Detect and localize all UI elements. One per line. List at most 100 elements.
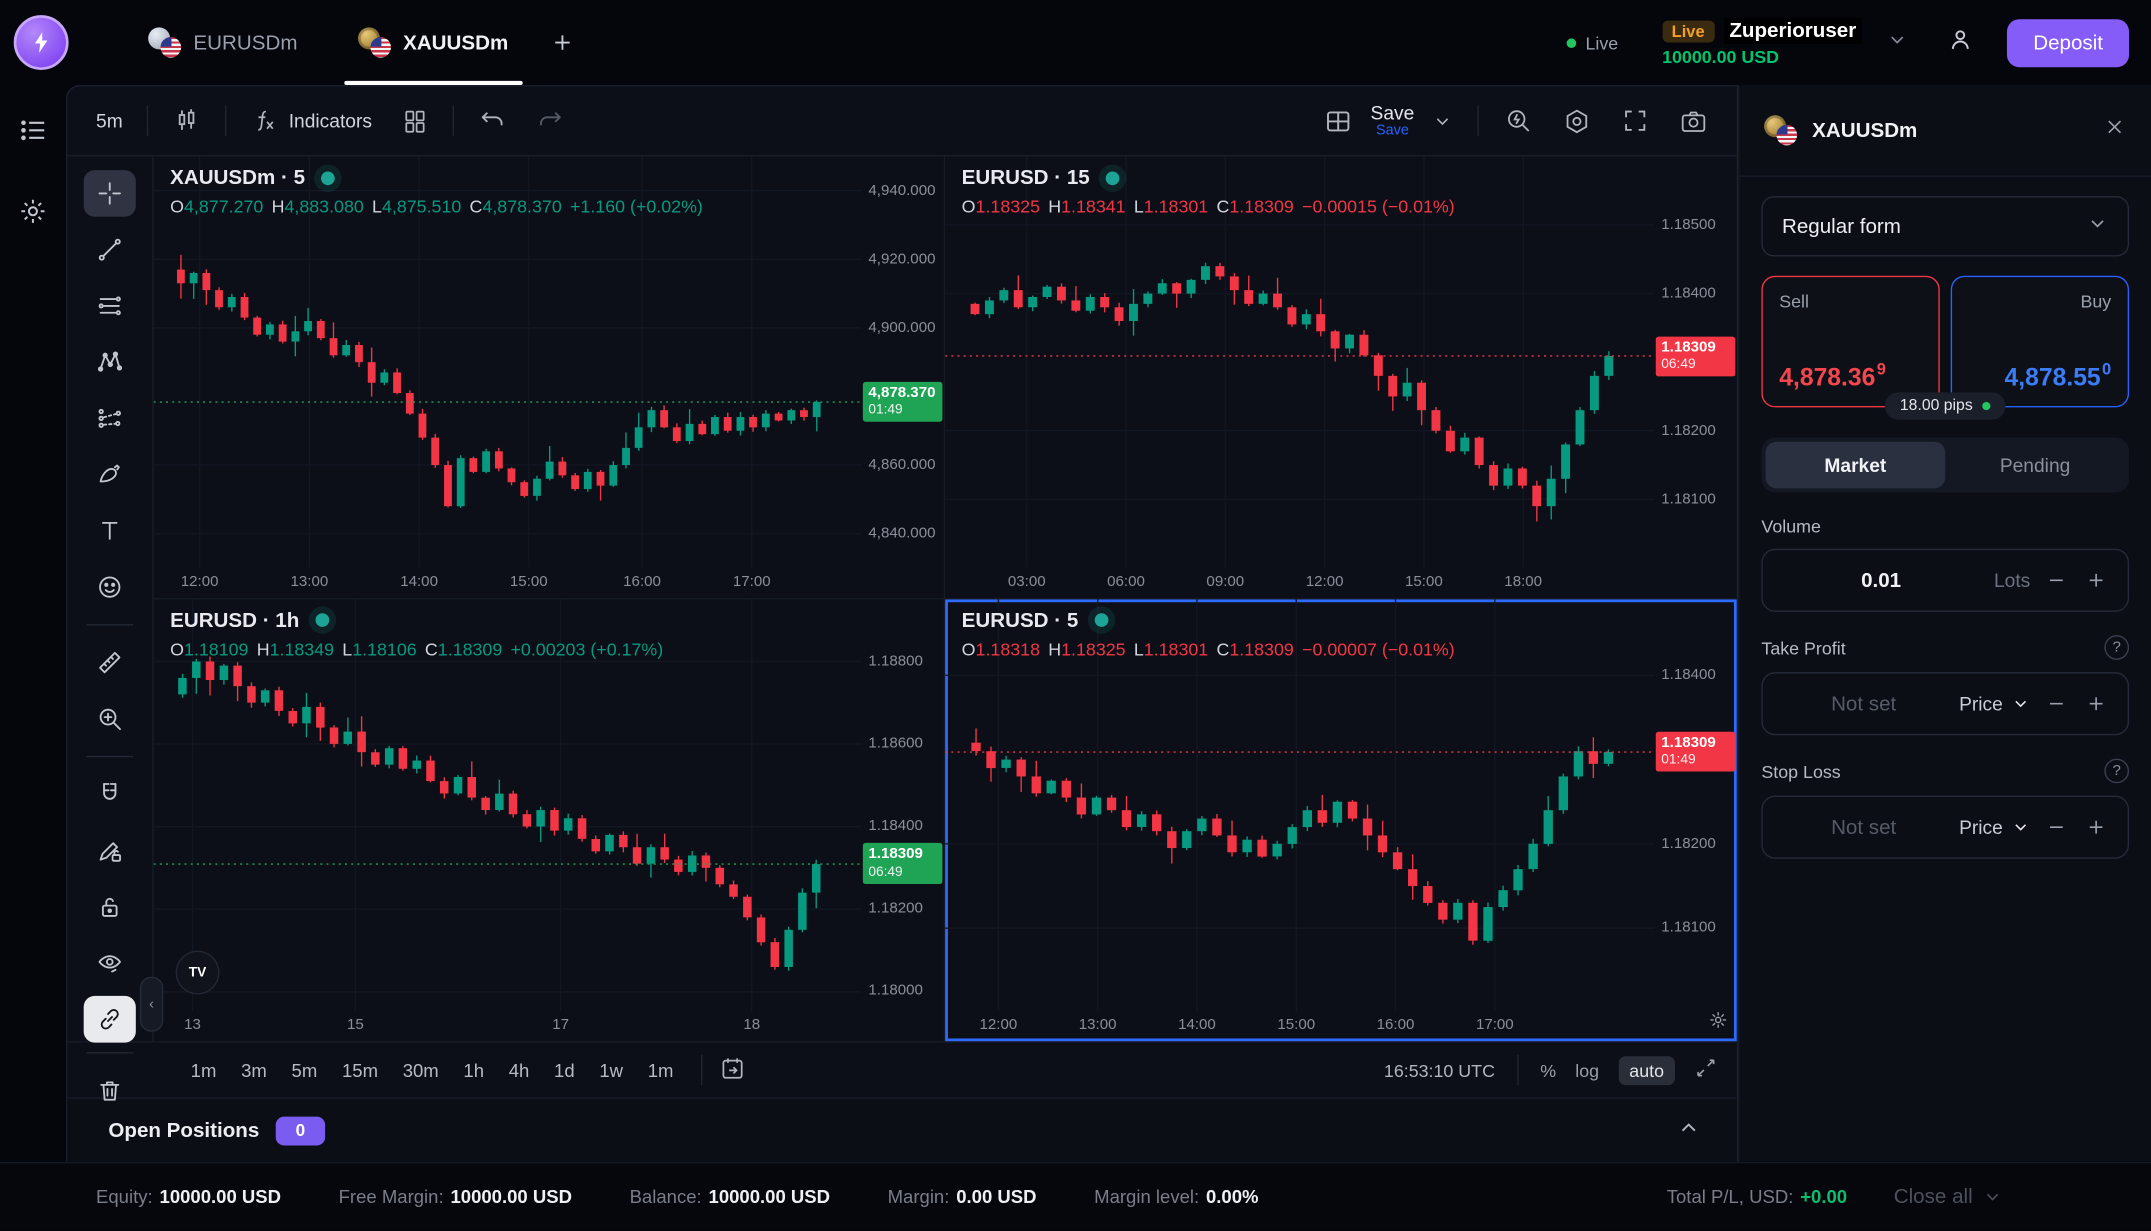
timeframe-1w-8[interactable]: 1w: [599, 1059, 624, 1081]
chart-panel-eurusd-15[interactable]: EURUSD · 15 O1.18325 H1.18341 L1.18301 C…: [945, 156, 1737, 599]
tool-emoji[interactable]: [84, 564, 136, 611]
collapse-toolbar-handle[interactable]: ‹: [139, 976, 164, 1032]
auto-scale-toggle[interactable]: auto: [1618, 1055, 1675, 1085]
timeframe-button[interactable]: 5m: [96, 109, 123, 132]
tool-eye-hide[interactable]: [84, 940, 136, 987]
tool-trend-line[interactable]: [84, 226, 136, 273]
chart-panel-eurusd-5[interactable]: EURUSD · 5 O1.18318 H1.18325 L1.18301 C1…: [945, 598, 1737, 1042]
fullscreen-button[interactable]: [1609, 99, 1661, 143]
account-chevron-icon[interactable]: [1886, 28, 1908, 57]
chart-canvas-xauusdm-5[interactable]: XAUUSDm · 5 O4,877.270 H4,883.080 L4,875…: [153, 156, 862, 568]
account-menu[interactable]: Live Zuperioruser 10000.00 USD: [1662, 17, 1862, 67]
take-profit-mode-select[interactable]: Price: [1959, 693, 2030, 715]
chart-style-button[interactable]: [161, 99, 213, 143]
volume-input[interactable]: [1780, 567, 1982, 594]
save-layout-button[interactable]: Save Save: [1371, 103, 1415, 138]
tab-pending[interactable]: Pending: [1999, 454, 2071, 477]
tool-ruler[interactable]: [84, 639, 136, 686]
tool-link[interactable]: [83, 995, 136, 1043]
watchlist-icon[interactable]: [18, 115, 48, 152]
tool-text[interactable]: [84, 508, 136, 555]
stop-loss-help-icon[interactable]: ?: [2104, 758, 2130, 784]
close-all-button[interactable]: Close all: [1894, 1185, 2003, 1209]
chart-panel-eurusd-1h[interactable]: EURUSD · 1h O1.18109 H1.18349 L1.18106 C…: [153, 598, 946, 1042]
take-profit-help-icon[interactable]: ?: [2104, 635, 2130, 660]
time-axis[interactable]: 03:00 06:00 09:00 12:00 15:00 18:00: [945, 567, 1654, 597]
tool-forecast[interactable]: [84, 395, 136, 442]
tool-magnet[interactable]: [84, 771, 136, 818]
lightning-bolt-icon: [34, 32, 48, 53]
log-scale-toggle[interactable]: log: [1575, 1059, 1600, 1081]
chart-settings-button[interactable]: [1550, 98, 1604, 143]
save-menu-chevron[interactable]: [1420, 102, 1465, 139]
price-axis[interactable]: 4,940.000 4,920.000 4,900.000 4,860.000 4,84…: [861, 156, 943, 567]
settings-gear-icon[interactable]: [18, 196, 48, 233]
tool-trash[interactable]: [84, 1067, 136, 1114]
tool-draw-lock[interactable]: [84, 827, 136, 874]
percent-scale-toggle[interactable]: %: [1540, 1059, 1557, 1081]
timeframe-3m-1[interactable]: 3m: [241, 1059, 267, 1081]
pane-settings-gear-icon[interactable]: [1708, 1010, 1729, 1037]
time-axis[interactable]: 13 15 17 18: [154, 1011, 862, 1041]
stop-loss-increase-button[interactable]: [2082, 813, 2109, 840]
chart-canvas-eurusd-5[interactable]: EURUSD · 5 O1.18318 H1.18325 L1.18301 C1…: [945, 598, 1655, 1012]
tool-horizontal-lines[interactable]: [84, 283, 136, 330]
take-profit-input[interactable]: [1780, 690, 1947, 717]
stop-loss-mode-select[interactable]: Price: [1959, 816, 2030, 838]
sell-button[interactable]: Sell 4,878.369: [1761, 275, 1940, 408]
volume-decrease-button[interactable]: [2043, 567, 2070, 594]
redo-button[interactable]: [524, 99, 576, 143]
stop-loss-decrease-button[interactable]: [2043, 813, 2070, 840]
tab-xauusdm[interactable]: XAUUSDm: [328, 0, 539, 86]
add-tab-button[interactable]: [538, 19, 585, 66]
app-logo[interactable]: [13, 15, 69, 70]
tool-zoom-in[interactable]: [84, 696, 136, 743]
deposit-button[interactable]: Deposit: [2007, 18, 2130, 67]
tool-crosshair[interactable]: [83, 170, 136, 217]
time-axis[interactable]: 12:00 13:00 14:00 15:00 16:00 17:00: [945, 1011, 1654, 1041]
profile-icon[interactable]: [1947, 25, 1974, 59]
order-form-select[interactable]: Regular form: [1761, 196, 2130, 257]
timeframe-5m-2[interactable]: 5m: [291, 1059, 318, 1081]
chart-panel-xauusdm-5[interactable]: XAUUSDm · 5 O4,877.270 H4,883.080 L4,875…: [153, 156, 946, 599]
price-axis[interactable]: 1.18500 1.18400 1.18200 1.18100 1.18309 06:49: [1654, 156, 1736, 567]
tab-market[interactable]: Market: [1765, 441, 1946, 489]
quick-search-button[interactable]: [1491, 98, 1545, 143]
timeframe-4h-6[interactable]: 4h: [508, 1059, 530, 1081]
collapse-positions-icon[interactable]: [1676, 1115, 1701, 1147]
open-positions-bar[interactable]: Open Positions 0: [67, 1097, 1737, 1162]
close-panel-icon[interactable]: [2103, 115, 2126, 145]
undo-button[interactable]: [467, 99, 519, 143]
layout-grid-button[interactable]: [1312, 98, 1366, 143]
timeframe-1h-5[interactable]: 1h: [463, 1059, 485, 1081]
maximize-pane-icon[interactable]: [1694, 1056, 1717, 1083]
tradingview-logo[interactable]: TV: [175, 950, 220, 995]
take-profit-decrease-button[interactable]: [2043, 690, 2070, 717]
current-price-tag: 4,878.370 01:49: [862, 382, 943, 423]
screenshot-button[interactable]: [1667, 98, 1721, 143]
fullscreen-icon: [1625, 110, 1646, 131]
tab-eurusdm[interactable]: EURUSDm: [118, 0, 328, 85]
price-axis[interactable]: 1.18800 1.18600 1.18400 1.18200 1.18000 1.183…: [861, 599, 943, 1011]
stop-loss-input[interactable]: [1780, 814, 1947, 841]
timeframe-1d-7[interactable]: 1d: [554, 1059, 575, 1081]
timeframe-1m-0[interactable]: 1m: [190, 1059, 217, 1081]
timeframe-15m-3[interactable]: 15m: [341, 1059, 379, 1081]
time-axis[interactable]: 12:00 13:00 14:00 15:00 16:00 17:00: [154, 567, 862, 597]
price-axis[interactable]: 1.18400 1.18200 1.18100 1.18309 01:49: [1654, 599, 1736, 1011]
timeframe-1m-9[interactable]: 1m: [647, 1059, 674, 1081]
buy-button[interactable]: Buy 4,878.550: [1950, 275, 2130, 408]
indicator-templates-button[interactable]: [390, 99, 441, 142]
indicators-button[interactable]: Indicators: [239, 99, 384, 143]
volume-increase-button[interactable]: [2082, 567, 2109, 594]
timeframe-30m-4[interactable]: 30m: [402, 1059, 439, 1081]
session-clock[interactable]: 16:53:10 UTC: [1383, 1059, 1495, 1081]
chart-canvas-eurusd-1h[interactable]: EURUSD · 1h O1.18109 H1.18349 L1.18106 C…: [153, 598, 862, 1012]
tool-xabcd-pattern[interactable]: [84, 339, 136, 386]
link-icon: [100, 1009, 119, 1030]
go-to-date-icon[interactable]: [719, 1054, 746, 1086]
tool-lock-all[interactable]: [84, 883, 136, 930]
tool-brush[interactable]: [84, 451, 136, 498]
take-profit-increase-button[interactable]: [2082, 690, 2109, 717]
chart-canvas-eurusd-15[interactable]: EURUSD · 15 O1.18325 H1.18341 L1.18301 C…: [945, 156, 1655, 568]
